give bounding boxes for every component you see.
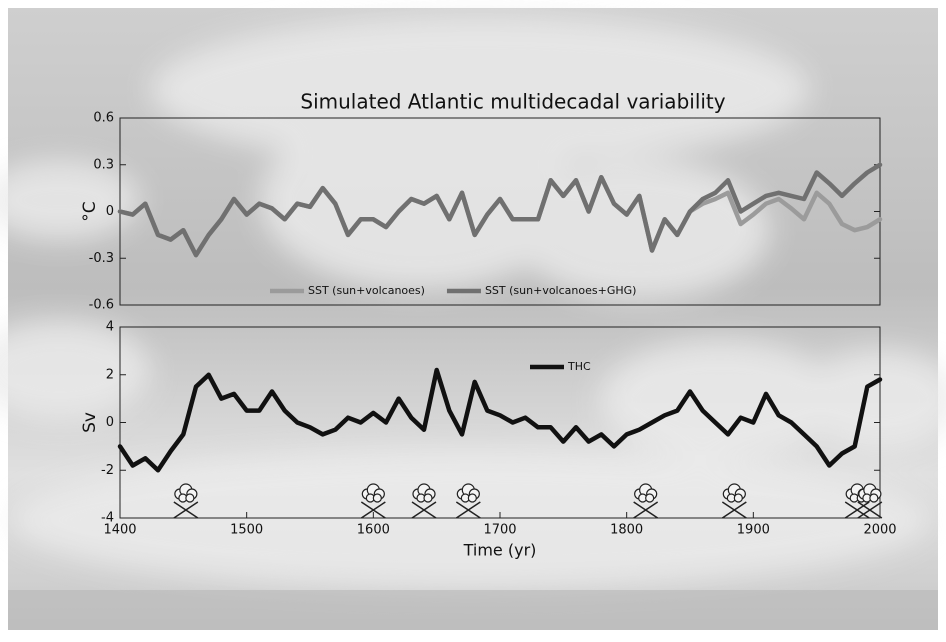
x-tick-label: 1500: [230, 523, 263, 538]
volcano-cone: [633, 501, 659, 519]
volcano-icon: [411, 483, 437, 519]
x-tick-label: 2000: [863, 523, 896, 538]
volcano-icon: [857, 483, 883, 519]
volcano-cone: [455, 501, 481, 519]
clouds: [0, 15, 946, 590]
y-tick-label: -0.3: [89, 251, 114, 266]
volcano-icon: [173, 483, 199, 519]
volcano-icon: [633, 483, 659, 519]
volcano-cloud: [372, 493, 382, 503]
series-line: [117, 367, 883, 473]
volcano-cloud: [423, 493, 433, 503]
legend-label: THC: [567, 360, 591, 373]
volcano-cone: [844, 501, 870, 519]
x-tick-label: 1900: [737, 523, 770, 538]
volcano-cloud: [467, 493, 477, 503]
volcano-cone: [360, 501, 386, 519]
x-tick-label: 1600: [357, 523, 390, 538]
y-axis-label: °C: [80, 201, 100, 221]
y-tick-label: 0: [106, 415, 114, 430]
y-tick-label: -0.6: [89, 298, 114, 313]
y-tick-label: 4: [106, 320, 114, 335]
volcano-cone: [857, 501, 883, 519]
y-tick-label: 2: [106, 367, 114, 382]
y-axis-label: Sv: [80, 412, 100, 433]
volcano-icon: [721, 483, 747, 519]
mountains: [8, 590, 938, 630]
volcano-cone: [411, 501, 437, 519]
volcano-cloud: [733, 493, 743, 503]
y-tick-label: 0.3: [93, 157, 114, 172]
y-tick-label: 0.6: [93, 111, 114, 126]
x-tick-label: 1800: [610, 523, 643, 538]
volcano-cloud: [185, 493, 195, 503]
volcano-cone: [721, 501, 747, 519]
x-tick-label: 1400: [103, 523, 136, 538]
legend-label: SST (sun+volcanoes+GHG): [485, 284, 636, 297]
x-axis-label: Time (yr): [463, 541, 537, 560]
volcano-cloud: [645, 493, 655, 503]
volcano-cone: [173, 501, 199, 519]
volcano-cloud: [869, 493, 879, 503]
volcano-icon: [455, 483, 481, 519]
y-tick-label: 0: [106, 204, 114, 219]
y-tick-label: -2: [101, 463, 114, 478]
legend-label: SST (sun+volcanoes): [308, 284, 425, 297]
series-line: [117, 162, 883, 258]
volcano-icon: [360, 483, 386, 519]
y-tick-label: -4: [101, 511, 114, 526]
x-tick-label: 1700: [483, 523, 516, 538]
chart-title: Simulated Atlantic multidecadal variabil…: [300, 90, 725, 114]
